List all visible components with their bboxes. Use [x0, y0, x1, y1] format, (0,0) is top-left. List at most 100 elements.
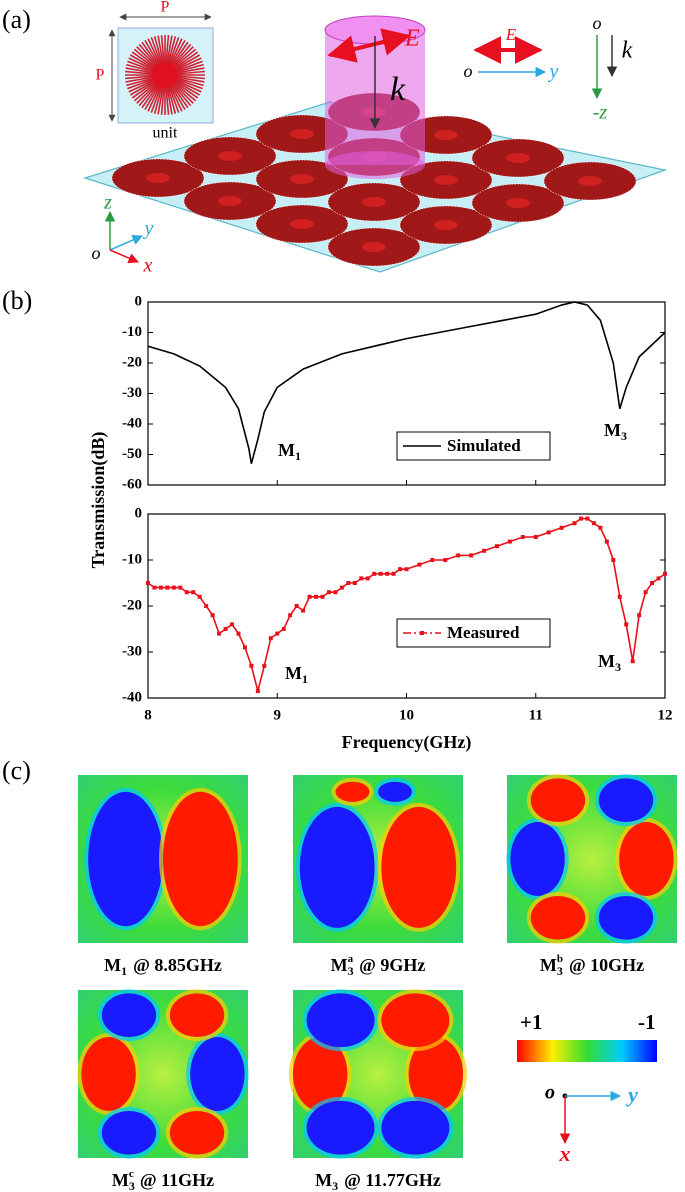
- spoke: [136, 46, 159, 69]
- marker: [559, 525, 564, 530]
- e-label: E: [505, 25, 517, 44]
- disk-center: [506, 153, 530, 163]
- marker: [191, 590, 196, 595]
- caption-mode: M: [104, 955, 121, 975]
- marker: [236, 631, 241, 636]
- marker: [585, 516, 590, 521]
- y-tick-label: -30: [122, 643, 142, 659]
- x-label: x: [143, 255, 153, 277]
- field-lobe: [306, 993, 375, 1048]
- dim-label: P: [96, 67, 105, 84]
- spoke: [171, 81, 194, 104]
- spoke: [169, 83, 186, 111]
- spoke: [165, 35, 170, 66]
- x-tick-label: 9: [274, 707, 282, 723]
- spoke: [174, 70, 205, 75]
- spoke: [127, 60, 156, 73]
- field-lobe: [335, 781, 370, 802]
- colorbar-label: -1: [638, 1010, 656, 1034]
- spoke: [174, 75, 205, 83]
- field-lobe: [190, 1037, 245, 1111]
- x-arrow: [109, 249, 139, 264]
- spoke: [157, 35, 165, 66]
- marker: [430, 558, 435, 562]
- disk-center: [578, 176, 602, 186]
- map-caption: M1 @ 8.85GHz: [104, 955, 222, 978]
- y-tick-label: -50: [122, 446, 142, 462]
- e-field-arrow: [327, 28, 411, 63]
- marker: [333, 590, 338, 595]
- spoke: [131, 80, 158, 99]
- annotation: M3: [604, 420, 627, 443]
- spoke: [166, 84, 177, 114]
- metasurface-diagram: E k P P unit E o y o k -z z: [82, 0, 668, 277]
- spoke: [126, 76, 156, 87]
- marker: [281, 627, 286, 631]
- spoke: [138, 43, 160, 68]
- marker: [546, 530, 551, 535]
- marker: [643, 590, 648, 595]
- field-lobe: [619, 822, 674, 896]
- marker: [262, 663, 267, 668]
- marker: [165, 585, 170, 590]
- spoke: [131, 51, 158, 70]
- y-tick-label: 0: [135, 293, 143, 309]
- spoke: [172, 51, 199, 70]
- annotation: M1: [278, 440, 301, 463]
- field-lobe: [101, 993, 157, 1038]
- disk-center: [146, 173, 170, 183]
- marker: [210, 613, 215, 618]
- spoke: [150, 84, 163, 113]
- y-tick-label: -30: [122, 385, 142, 401]
- spoke: [170, 43, 192, 68]
- y-label: y: [625, 1082, 638, 1107]
- spoke: [125, 75, 156, 80]
- caption-sup: a: [348, 953, 354, 965]
- field-lobe: [530, 895, 586, 940]
- spoke: [174, 77, 203, 90]
- x-label: x: [559, 1141, 571, 1166]
- series-line: [147, 517, 666, 692]
- field-lobe: [81, 1037, 136, 1111]
- y-tick-label: -10: [122, 324, 142, 340]
- spoke: [150, 37, 163, 66]
- spoke: [127, 77, 156, 90]
- map-caption: M3 @ 11.77GHz: [315, 1170, 441, 1192]
- disk-center: [152, 62, 178, 88]
- disk-center: [362, 197, 386, 207]
- y-tick-label: 0: [135, 505, 143, 521]
- marker: [404, 567, 409, 572]
- marker: [372, 571, 377, 576]
- x-tick-label: 11: [529, 707, 543, 723]
- beam: E k: [324, 15, 426, 179]
- disk-center: [434, 175, 458, 185]
- marker: [268, 636, 273, 641]
- spoke: [173, 54, 201, 71]
- marker: [326, 590, 331, 595]
- spoke: [172, 48, 197, 70]
- marker: [443, 558, 448, 562]
- marker: [572, 521, 577, 526]
- spoke: [167, 84, 180, 113]
- spoke: [169, 39, 186, 67]
- panel-label: (c): [2, 756, 31, 785]
- annotation: M1: [285, 663, 308, 686]
- spoke: [126, 63, 156, 74]
- spoke: [147, 38, 162, 67]
- series-line: [147, 301, 666, 464]
- y-tick-label: -20: [122, 597, 142, 613]
- y-arrow: [109, 234, 143, 251]
- spoke: [141, 41, 160, 68]
- spoke: [138, 82, 160, 107]
- marker: [275, 631, 280, 636]
- marker: [314, 594, 319, 599]
- annotation-text: M: [604, 420, 621, 440]
- spoke: [174, 67, 205, 75]
- caption-freq: @ 10GHz: [569, 955, 644, 975]
- spoke: [153, 84, 164, 114]
- field-lobe: [510, 822, 565, 896]
- spoke: [173, 78, 202, 93]
- spoke: [129, 79, 157, 96]
- marker: [591, 521, 596, 526]
